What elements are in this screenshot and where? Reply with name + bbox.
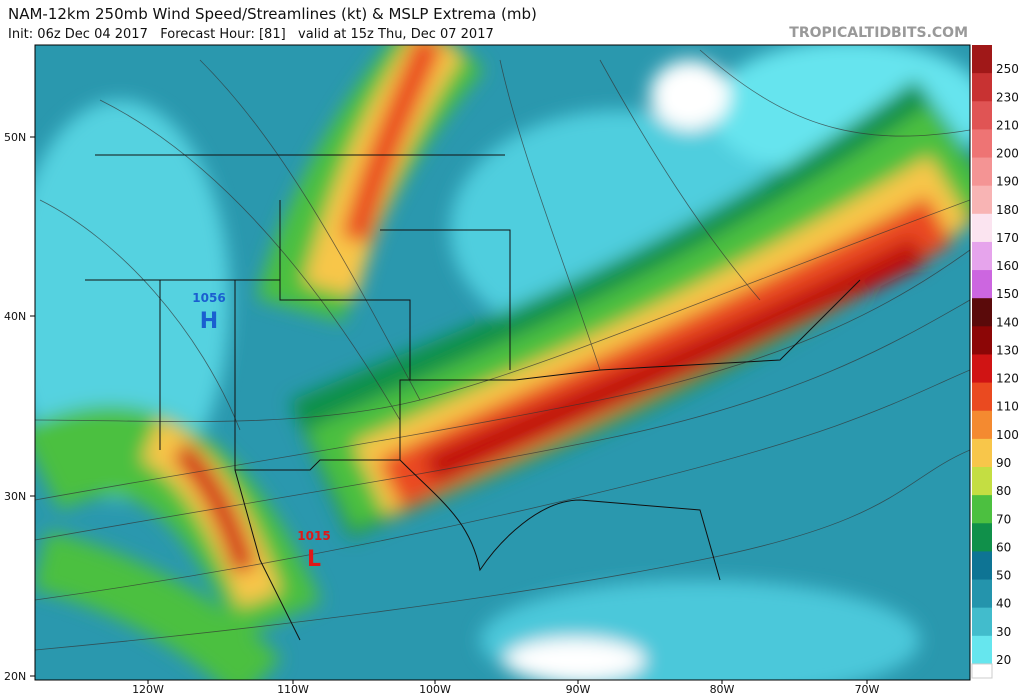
colorbar-segment (972, 213, 992, 243)
colorbar-label: 230 (996, 90, 1019, 104)
colorbar-label: 170 (996, 231, 1019, 245)
colorbar-segment (972, 73, 992, 102)
colorbar-segment (972, 579, 992, 609)
colorbar-label: 80 (996, 484, 1011, 498)
colorbar-segment (972, 241, 992, 271)
colorbar-segment (972, 45, 992, 74)
lat-label: 30N (4, 490, 26, 503)
colorbar-label: 20 (996, 653, 1011, 667)
colorbar-segment (972, 495, 992, 524)
colorbar-segment (972, 607, 992, 637)
colorbar-label: 40 (996, 597, 1011, 611)
colorbar-label: 210 (996, 118, 1019, 132)
streamlines (35, 49, 970, 651)
colorbar-segment (972, 157, 992, 187)
pressure-value: 1056 (192, 291, 225, 305)
colorbar-segment (972, 467, 992, 496)
colorbar-segment (972, 326, 992, 355)
lon-label: 70W (855, 683, 880, 696)
colorbar-label: 50 (996, 569, 1011, 583)
colorbar-segment (972, 410, 992, 440)
colorbar-segment (972, 382, 992, 412)
colorbar-label: 140 (996, 315, 1019, 329)
boundaries (85, 154, 861, 641)
colorbar-bottom (971, 663, 993, 679)
map-area (35, 45, 970, 680)
lon-label: 110W (277, 683, 309, 696)
colorbar-label: 190 (996, 175, 1019, 189)
colorbar-label: 110 (996, 400, 1019, 414)
lat-label: 20N (4, 670, 26, 683)
colorbar-label: 180 (996, 203, 1019, 217)
map-frame (34, 44, 971, 681)
pressure-symbol: H (200, 309, 218, 334)
colorbar-label: 160 (996, 259, 1019, 273)
lon-label: 90W (566, 683, 591, 696)
colorbar-segment (972, 101, 992, 130)
lat-label: 40N (4, 310, 26, 323)
site-name: TROPICALTIDBITS.COM (789, 25, 968, 41)
lon-label: 100W (419, 683, 451, 696)
colorbar-label: 120 (996, 372, 1019, 386)
colorbar-label: 130 (996, 343, 1019, 357)
colorbar: 250 230 210 200 190 180 170 160 150 140 130 120 110 1… (971, 45, 1019, 679)
colorbar-label: 90 (996, 456, 1011, 470)
colorbar-segment (972, 298, 992, 327)
pressure-symbol: L (307, 547, 321, 572)
colorbar-segment (972, 185, 992, 215)
colorbar-segment (972, 635, 992, 665)
wind-field (35, 45, 970, 680)
colorbar-label: 70 (996, 512, 1011, 526)
colorbar-label: 60 (996, 540, 1011, 554)
colorbar-segment (972, 438, 992, 468)
colorbar-label: 150 (996, 287, 1019, 301)
lat-label: 50N (4, 131, 26, 144)
colorbar-segment (972, 551, 992, 581)
pressure-value: 1015 (297, 529, 330, 543)
colorbar-segment (972, 270, 992, 299)
lon-label: 80W (710, 683, 735, 696)
colorbar-segment (972, 129, 992, 159)
lon-label: 120W (132, 683, 164, 696)
colorbar-label: 100 (996, 428, 1019, 442)
colorbar-segment (972, 354, 992, 384)
colorbar-label: 30 (996, 625, 1011, 639)
subtitle: Init: 06z Dec 04 2017 Forecast Hour: [81… (8, 27, 494, 42)
title: NAM-12km 250mb Wind Speed/Streamlines (k… (8, 5, 537, 23)
colorbar-label: 200 (996, 147, 1019, 161)
colorbar-label: 250 (996, 62, 1019, 76)
colorbar-segment (972, 523, 992, 552)
